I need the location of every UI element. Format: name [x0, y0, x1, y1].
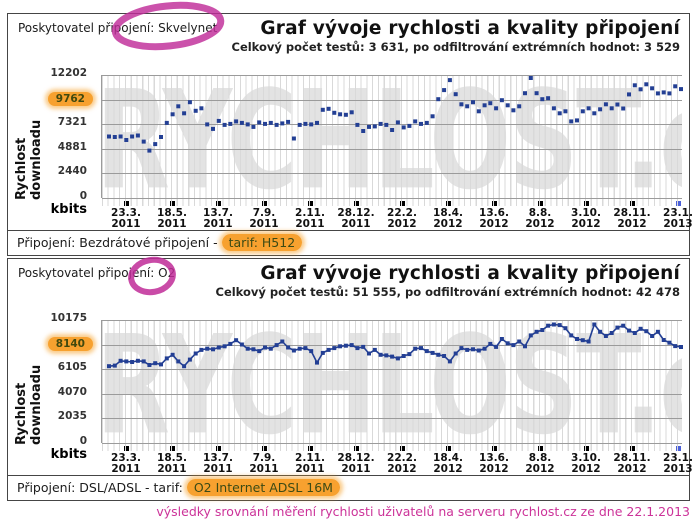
y-tick-label: 0	[79, 435, 87, 447]
chart-subtitle: Celkový počet testů: 51 555, po odfiltro…	[215, 285, 681, 299]
y-tick-label: 6105	[57, 361, 87, 374]
download-speed-series	[107, 322, 683, 369]
y-tick-label: 7321	[57, 116, 87, 129]
y-tick-label: 2035	[57, 410, 87, 423]
x-tick-label: 23.1. 2013	[663, 452, 693, 475]
x-tick-label: 13.7. 2011	[203, 452, 233, 475]
x-tick-label: 18.4. 2012	[433, 207, 463, 230]
y-tick-label: 10175	[50, 312, 87, 324]
x-tick-label: 23.3. 2011	[111, 452, 141, 475]
x-tick-label: 22.2. 2012	[387, 452, 417, 475]
y-tick-label: 12202	[50, 67, 87, 79]
connection-label: Připojení: Bezdrátové připojení -	[17, 235, 222, 250]
x-tick-label: 8.8. 2012	[525, 452, 555, 475]
chart-title: Graf vývoje rychlosti a kvality připojen…	[260, 263, 680, 284]
tarif-highlight: O2 Internet ADSL 16M	[186, 479, 340, 496]
vertical-gridlines	[102, 75, 682, 206]
chart-panel-skvelynet: Poskytovatel připojení: Skvelynet Graf v…	[7, 13, 693, 256]
x-tick-label: 18.4. 2012	[433, 452, 463, 475]
x-tick-label: 7.9. 2011	[249, 207, 279, 230]
x-tick-label: 13.6. 2012	[479, 452, 509, 475]
chart-title: Graf vývoje rychlosti a kvality připojen…	[260, 18, 680, 39]
x-tick-label: 18.5. 2011	[157, 207, 187, 230]
plot-area: RYCHLOST.cz	[96, 306, 683, 465]
x-tick-label: 8.8. 2012	[525, 207, 555, 230]
vertical-gridlines	[102, 320, 682, 451]
footer-separator	[8, 475, 689, 476]
x-tick-label: 28.12. 2011	[337, 452, 375, 475]
provider-value: O2	[158, 266, 176, 280]
x-tick-label: 2.11. 2011	[295, 452, 325, 475]
y-tick-label: 8140	[47, 336, 93, 351]
x-tick-label: 23.1. 2013	[663, 207, 693, 230]
x-tick-label: 3.10. 2012	[571, 207, 601, 230]
connection-label: Připojení: DSL/ADSL - tarif:	[17, 480, 187, 495]
x-tick-label: 28.11. 2012	[613, 452, 651, 475]
plot-area: RYCHLOST.cz	[96, 61, 683, 220]
y-axis-unit: kbits	[50, 202, 87, 217]
y-tick-label: 4881	[57, 140, 87, 153]
chart-panel-o2: Poskytovatel připojení: O2 Graf vývoje r…	[7, 258, 693, 501]
chart-subtitle: Celkový počet testů: 3 631, po odfiltrov…	[231, 40, 681, 54]
connection-line: Připojení: Bezdrátové připojení - tarif:…	[17, 234, 303, 251]
x-tick-label: 28.12. 2011	[337, 207, 375, 230]
horizontal-gridlines	[102, 75, 682, 199]
y-tick-label: 9762	[47, 91, 93, 106]
y-axis-tick-labels: 12202 9762 7321 4881 2440 0	[32, 14, 93, 255]
y-tick-label: 2440	[57, 165, 87, 178]
x-tick-label: 13.7. 2011	[203, 207, 233, 230]
y-tick-label: 0	[79, 190, 87, 202]
footer-note: výsledky srovnání měření rychlosti uživa…	[156, 504, 690, 519]
connection-line: Připojení: DSL/ADSL - tarif: O2 Internet…	[17, 479, 340, 496]
download-speed-series	[107, 76, 683, 153]
x-tick-label: 22.2. 2012	[387, 207, 417, 230]
x-tick-label: 23.3. 2011	[111, 207, 141, 230]
y-tick-label: 4070	[57, 385, 87, 398]
x-tick-label: 3.10. 2012	[571, 452, 601, 475]
y-axis-tick-labels: 10175 8140 6105 4070 2035 0	[32, 259, 93, 500]
y-axis-unit: kbits	[50, 447, 87, 462]
x-tick-label: 13.6. 2012	[479, 207, 509, 230]
provider-label: Poskytovatel připojení:	[18, 266, 155, 280]
x-tick-label: 7.9. 2011	[249, 452, 279, 475]
provider-value: Skvelynet	[158, 21, 218, 35]
x-tick-label: 28.11. 2012	[613, 207, 651, 230]
x-tick-label: 18.5. 2011	[157, 452, 187, 475]
footer-separator	[8, 230, 689, 231]
tarif-highlight: tarif: H512	[221, 234, 303, 251]
x-tick-label: 2.11. 2011	[295, 207, 325, 230]
horizontal-gridlines	[102, 320, 682, 444]
